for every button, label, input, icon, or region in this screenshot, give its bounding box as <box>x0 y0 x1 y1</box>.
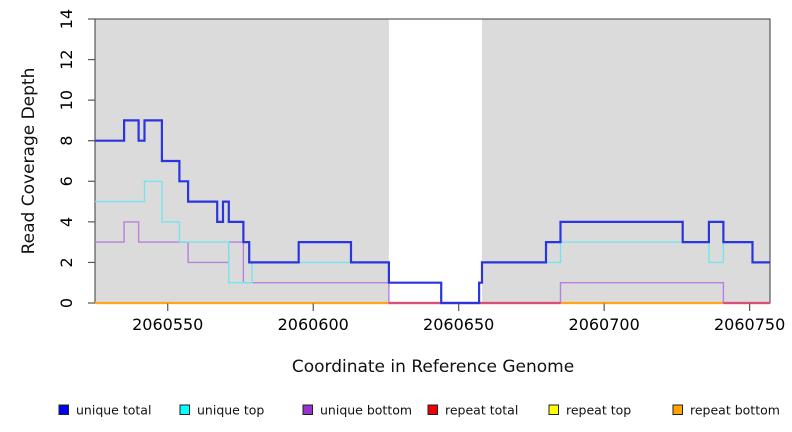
x-tick-label: 2060700 <box>569 315 640 334</box>
y-tick-label: 10 <box>57 90 76 110</box>
legend-item-unique-bottom: unique bottom <box>302 403 412 418</box>
legend-item-repeat-total: repeat total <box>427 403 518 418</box>
x-tick-label: 2060550 <box>132 315 203 334</box>
legend-item-repeat-top: repeat top <box>548 403 631 418</box>
legend-swatch-unique-top <box>179 404 190 415</box>
axis-layer: 2060550 2060600 2060650 2060700 2060750 0 2 4 6 8… <box>57 9 785 334</box>
legend-item-repeat-bottom: repeat bottom <box>672 403 780 418</box>
y-axis-title: Read Coverage Depth <box>19 68 39 255</box>
x-tick-label: 2060650 <box>423 315 494 334</box>
legend-swatch-repeat-top <box>548 404 559 415</box>
x-tick-label: 2060750 <box>714 315 785 334</box>
y-tick-label: 14 <box>57 9 76 29</box>
x-axis-title: Coordinate in Reference Genome <box>292 357 574 377</box>
legend-swatch-repeat-bottom <box>672 404 683 415</box>
y-tick-label: 2 <box>57 257 76 267</box>
y-tick-label: 8 <box>57 136 76 146</box>
legend-label-unique-total: unique total <box>76 403 151 418</box>
legend: unique total unique top unique bottom re… <box>58 403 780 418</box>
unmasked-gap-region <box>388 19 482 303</box>
series-line-unique-bottom <box>95 221 770 304</box>
series-line-unique-total <box>95 119 770 305</box>
legend-label-repeat-total: repeat total <box>445 403 518 418</box>
legend-label-repeat-top: repeat top <box>566 403 631 418</box>
y-tick-label: 6 <box>57 176 76 186</box>
legend-item-unique-top: unique top <box>179 403 264 418</box>
legend-swatch-unique-total <box>58 404 69 415</box>
series-layer <box>95 119 770 305</box>
legend-label-unique-top: unique top <box>197 403 264 418</box>
legend-swatch-repeat-total <box>427 404 438 415</box>
legend-swatch-unique-bottom <box>302 404 313 415</box>
x-tick-label: 2060600 <box>278 315 349 334</box>
plot-background-layer <box>94 18 771 304</box>
legend-label-repeat-bottom: repeat bottom <box>690 403 780 418</box>
y-tick-label: 12 <box>57 49 76 69</box>
y-tick-label: 4 <box>57 217 76 227</box>
legend-item-unique-total: unique total <box>58 403 151 418</box>
legend-label-unique-bottom: unique bottom <box>320 403 412 418</box>
y-tick-label: 0 <box>57 298 76 308</box>
